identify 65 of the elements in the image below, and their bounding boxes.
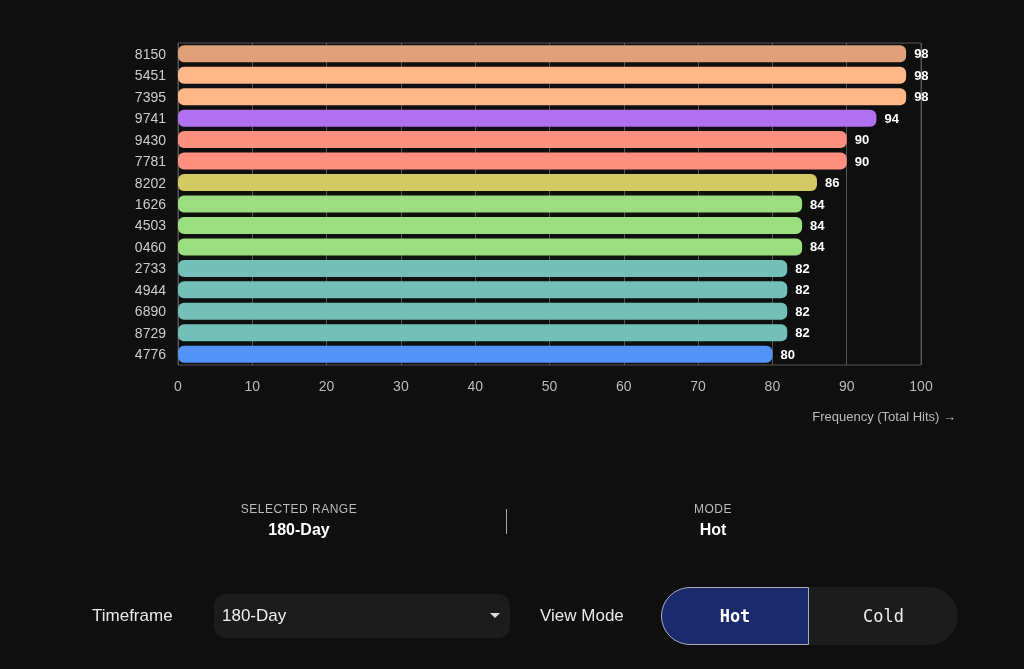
- x-tick-label: 80: [764, 378, 781, 394]
- x-axis-title: Frequency (Total Hits) →: [812, 409, 956, 424]
- data-label: 80: [780, 346, 795, 362]
- x-tick-label: 20: [318, 378, 335, 394]
- text: Timeframe: [92, 606, 173, 626]
- bar: [178, 238, 803, 256]
- data-label: 82: [795, 260, 810, 276]
- data-label: 98: [914, 89, 929, 105]
- data-label: 94: [884, 110, 900, 126]
- y-tick-label: 8150: [134, 45, 167, 62]
- x-tick-label: 50: [541, 378, 558, 394]
- bar: [178, 281, 788, 299]
- x-tick-label: 30: [393, 378, 409, 394]
- y-tick-label: 7395: [134, 88, 167, 105]
- bar: [178, 88, 907, 106]
- toggle-switch: Hot Cold: [661, 587, 958, 645]
- x-tick-label: 100: [909, 378, 933, 394]
- y-tick-label: 5451: [134, 67, 167, 84]
- x-tick-label: 0: [174, 378, 183, 394]
- data-label: 82: [795, 303, 810, 319]
- text: Hot: [699, 521, 727, 539]
- y-tick-label: 1626: [134, 196, 167, 212]
- data-label: 98: [914, 67, 929, 83]
- y-tick-label: 4503: [134, 217, 167, 234]
- bar: [178, 195, 803, 213]
- bar: [178, 324, 788, 342]
- x-tick-label: 70: [690, 378, 707, 394]
- data-label: 86: [824, 175, 840, 191]
- y-tick-label: 6890: [134, 303, 167, 320]
- data-label: 84: [810, 217, 826, 233]
- y-tick-label: 8202: [134, 174, 167, 191]
- y-tick-label: 2733: [134, 260, 167, 277]
- y-tick-label: 4776: [134, 346, 167, 363]
- text: SELECTED RANGE: [240, 502, 358, 516]
- dropdown: 180-Day: [214, 594, 510, 638]
- y-tick-label: 4944: [134, 281, 167, 298]
- y-tick-label: 9741: [134, 110, 167, 127]
- bar: [178, 66, 907, 84]
- bar: [178, 259, 788, 277]
- x-tick-label: 60: [616, 378, 632, 394]
- bar: [178, 152, 847, 170]
- y-tick-label: 0460: [134, 238, 167, 255]
- bar: [178, 302, 788, 320]
- y-tick-label: 7781: [134, 153, 167, 170]
- bar: [178, 109, 877, 127]
- bar: [178, 131, 847, 149]
- y-tick-label: 8729: [134, 324, 167, 341]
- data-label: 98: [914, 46, 929, 62]
- data-label: 90: [854, 132, 870, 148]
- data-label: 82: [795, 325, 810, 341]
- text: View Mode: [540, 606, 624, 626]
- bar: [178, 216, 803, 234]
- y-tick-label: 9430: [134, 131, 167, 148]
- x-tick-label: 90: [838, 378, 855, 394]
- data-label: 82: [795, 282, 810, 298]
- x-tick-label: 10: [244, 378, 261, 394]
- text: 180-Day: [268, 521, 330, 539]
- text: MODE: [694, 502, 732, 516]
- data-label: 84: [810, 239, 826, 255]
- data-label: 90: [854, 153, 870, 169]
- bar: [178, 174, 817, 192]
- bar: [178, 345, 773, 363]
- data-label: 84: [810, 196, 826, 212]
- bar: [178, 45, 907, 63]
- x-tick-label: 40: [467, 378, 484, 394]
